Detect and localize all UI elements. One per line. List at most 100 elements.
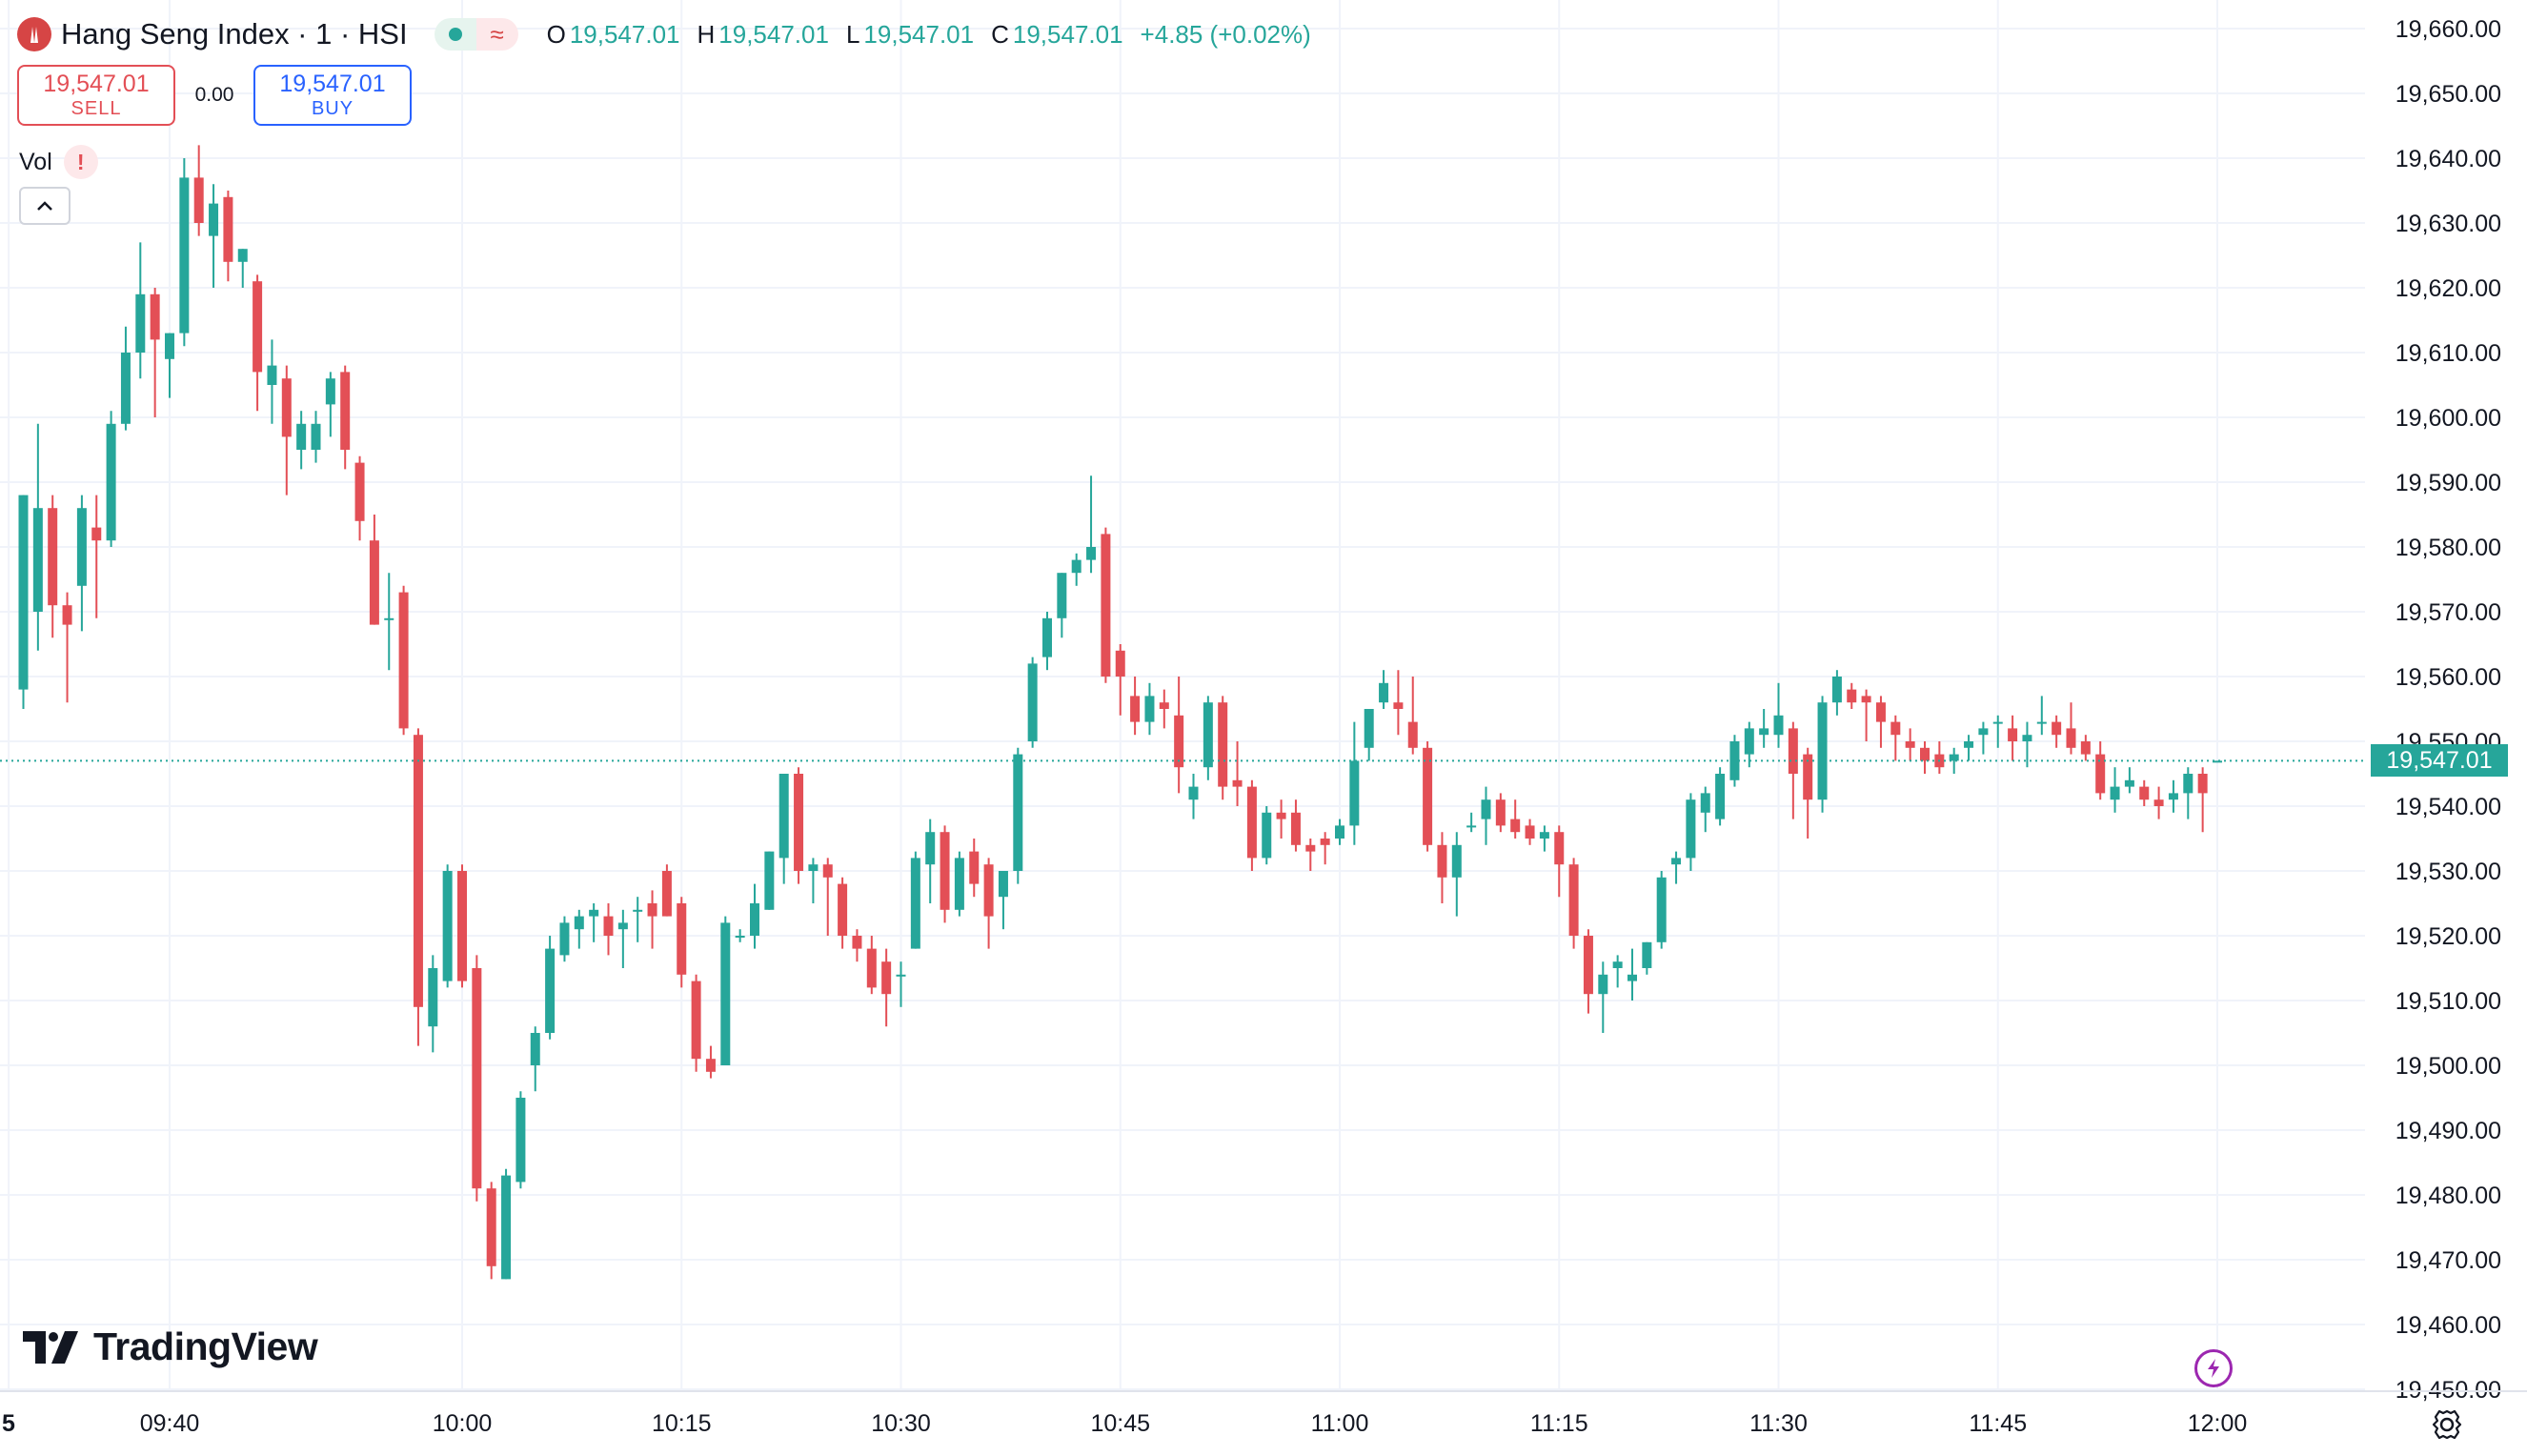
- candle: [457, 864, 467, 988]
- candle: [384, 573, 394, 671]
- candle-body: [720, 922, 731, 1065]
- candle: [193, 145, 204, 236]
- candle-body: [1437, 844, 1447, 878]
- candle-body: [501, 1175, 512, 1280]
- candle-body: [954, 858, 964, 910]
- candle: [91, 495, 102, 618]
- time-axis[interactable]: 5 09:40 10:00 10:15 10:30 10:45 11:00 11:15 11:3…: [2, 1410, 2247, 1437]
- time-tick-label: 12:00: [2188, 1410, 2248, 1437]
- candle-body: [589, 909, 599, 917]
- price-tick-label: 19,610.00: [2396, 340, 2501, 367]
- price-tick-label: 19,570.00: [2396, 599, 2501, 626]
- candle: [120, 326, 131, 431]
- candle-body: [1847, 689, 1857, 703]
- candle: [1920, 741, 1930, 774]
- candle-body: [209, 203, 219, 236]
- candle-body: [1335, 825, 1344, 839]
- legend-header: Hang Seng Index · 1 · HSI ≈ O 19,547.01 …: [17, 15, 1324, 53]
- candle-body: [2168, 793, 2178, 800]
- candle-body: [1218, 702, 1228, 787]
- candle-body: [1729, 741, 1740, 780]
- price-tick-label: 19,470.00: [2396, 1247, 2501, 1274]
- candle: [1232, 741, 1243, 806]
- candle: [1992, 715, 2003, 748]
- candle: [501, 1168, 512, 1280]
- symbol-title[interactable]: Hang Seng Index · 1 · HSI: [61, 17, 408, 51]
- time-tick-label: 10:15: [652, 1410, 712, 1437]
- candle: [76, 495, 87, 632]
- high-key: H: [697, 19, 716, 49]
- candle: [281, 365, 292, 495]
- candle: [661, 864, 672, 917]
- candle: [1583, 929, 1593, 1014]
- candle: [1246, 779, 1257, 871]
- candle-body: [1290, 812, 1301, 845]
- candle: [1831, 670, 1842, 716]
- candle: [135, 242, 146, 379]
- candle-body: [1905, 741, 1915, 748]
- candle-body: [764, 851, 775, 910]
- candle-body: [866, 948, 877, 988]
- candle-body: [1539, 832, 1549, 839]
- candle-body: [1554, 832, 1565, 865]
- candle: [1013, 747, 1023, 884]
- candle: [574, 909, 584, 949]
- candle-body: [1992, 721, 2003, 724]
- price-tick-label: 19,560.00: [2396, 664, 2501, 691]
- candle: [1656, 871, 1667, 949]
- price-tick-label: 19,600.00: [2396, 405, 2501, 432]
- candle-body: [940, 832, 950, 910]
- time-tick-label: 10:00: [433, 1410, 493, 1437]
- sell-button[interactable]: 19,547.01 SELL: [17, 65, 175, 126]
- candle-body: [165, 333, 174, 359]
- candle-body: [150, 293, 160, 340]
- candle-body: [120, 353, 131, 424]
- candle: [2153, 786, 2164, 819]
- candle-body: [413, 735, 423, 1007]
- candle-body: [2183, 774, 2193, 794]
- buy-button[interactable]: 19,547.01 BUY: [253, 65, 412, 126]
- candle-body: [223, 196, 233, 262]
- tradingview-logo[interactable]: TradingView: [23, 1325, 318, 1369]
- candle: [735, 929, 745, 942]
- candle: [617, 909, 628, 968]
- candle: [1101, 527, 1111, 683]
- volume-legend[interactable]: Vol !: [19, 145, 98, 179]
- collapse-legend-button[interactable]: [19, 187, 71, 225]
- candle-body: [1086, 547, 1097, 560]
- candle: [428, 955, 438, 1053]
- candle: [369, 515, 379, 625]
- candle-body: [486, 1188, 496, 1266]
- sell-label: SELL: [71, 97, 122, 119]
- ohlc-values: O 19,547.01 H 19,547.01 L 19,547.01 C 19…: [547, 20, 1324, 50]
- candle-body: [1320, 839, 1330, 845]
- candle: [969, 839, 980, 898]
- gear-icon[interactable]: [2430, 1407, 2464, 1442]
- candle-body: [1262, 812, 1272, 859]
- price-tick-label: 19,540.00: [2396, 794, 2501, 820]
- candle: [223, 191, 233, 282]
- hsi-logo-icon: [17, 17, 51, 51]
- candle-body: [852, 936, 862, 949]
- candle: [311, 411, 321, 463]
- candle-body: [296, 423, 307, 450]
- candle-body: [1510, 819, 1521, 833]
- candle-body: [1686, 799, 1696, 859]
- candle: [1510, 799, 1521, 839]
- candle-body: [1276, 812, 1286, 819]
- price-tick-label: 19,520.00: [2396, 923, 2501, 950]
- change-value: +4.85 (+0.02%): [1140, 19, 1311, 49]
- candle-body: [1130, 696, 1141, 722]
- spread-value: 0.00: [194, 84, 234, 106]
- open-value: 19,547.01: [569, 19, 680, 49]
- candle: [165, 333, 174, 398]
- candle-body: [1246, 786, 1257, 859]
- price-axis[interactable]: 19,450.0019,460.0019,470.0019,480.0019,4…: [2396, 16, 2501, 1404]
- lightning-icon[interactable]: [2194, 1349, 2233, 1387]
- time-tick-label: 11:30: [1749, 1410, 1808, 1437]
- warning-icon[interactable]: !: [63, 145, 98, 179]
- candle-body: [2008, 728, 2018, 741]
- market-status-pill[interactable]: ≈: [434, 18, 518, 51]
- candle: [1978, 721, 1989, 755]
